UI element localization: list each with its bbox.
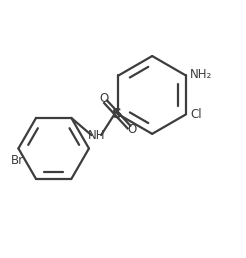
Text: Cl: Cl (190, 108, 202, 121)
Text: NH₂: NH₂ (190, 68, 213, 81)
Text: O: O (128, 123, 137, 136)
Text: Br: Br (11, 154, 24, 167)
Text: S: S (112, 107, 122, 122)
Text: O: O (100, 92, 109, 105)
Text: NH: NH (88, 128, 105, 142)
